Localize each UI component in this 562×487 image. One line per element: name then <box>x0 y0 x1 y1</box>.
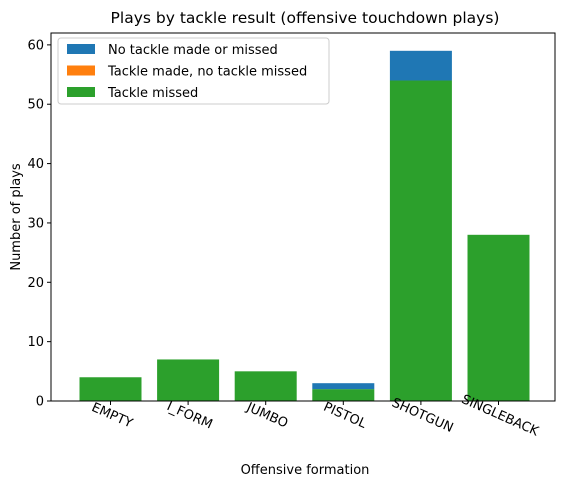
bar-empty-tackle-missed <box>79 377 142 401</box>
legend-swatch-tackle-made-no-tackle-missed <box>67 65 95 76</box>
y-tick-label: 60 <box>27 38 44 53</box>
y-tick-label: 20 <box>27 276 44 291</box>
bar-pistol-no-tackle-made-or-missed <box>312 383 375 390</box>
legend: No tackle made or missed Tackle made, no … <box>57 37 330 105</box>
y-tick-label: 50 <box>27 98 44 113</box>
legend-box <box>57 37 330 105</box>
legend-label-no-tackle-made-or-missed: No tackle made or missed <box>108 43 278 58</box>
y-tick-label: 0 <box>36 395 44 410</box>
bar-i-form-tackle-missed <box>157 359 220 401</box>
bar-singleback-tackle-missed <box>467 234 530 401</box>
x-axis-label: Offensive formation <box>241 463 370 478</box>
legend-swatch-tackle-missed <box>67 87 95 97</box>
bar-shotgun-no-tackle-made-or-missed <box>389 50 452 81</box>
bars-group <box>79 50 530 401</box>
y-axis-label: Number of plays <box>9 163 24 271</box>
legend-swatch-no-tackle-made-or-missed <box>67 44 95 54</box>
y-axis: 0 10 20 30 40 50 60 <box>27 38 51 410</box>
y-tick-label: 10 <box>27 335 44 350</box>
bar-pistol-tackle-missed <box>312 389 375 401</box>
legend-label-tackle-made-no-tackle-missed: Tackle made, no tackle missed <box>107 65 307 80</box>
plot-frame <box>50 32 556 402</box>
bar-shotgun-tackle-missed <box>389 80 452 401</box>
y-tick-label: 30 <box>27 216 44 231</box>
chart-title: Plays by tackle result (offensive touchd… <box>111 9 500 27</box>
bar-jumbo-tackle-missed <box>234 371 297 401</box>
y-tick-label: 40 <box>27 157 44 172</box>
legend-label-tackle-missed: Tackle missed <box>107 86 198 101</box>
